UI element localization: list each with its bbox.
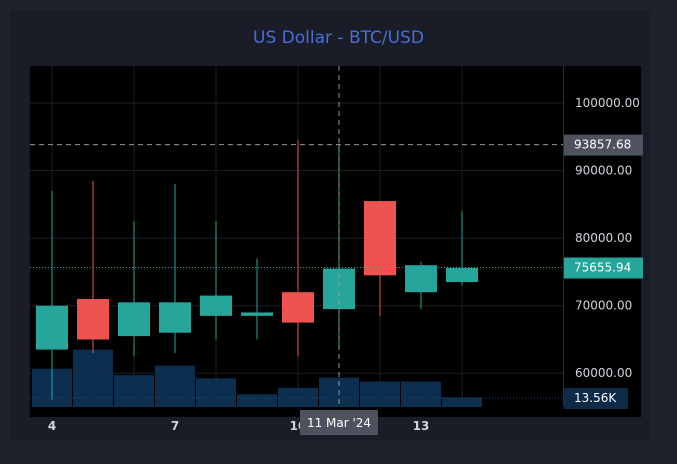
candle-body[interactable] [159,302,191,333]
last-price-label-box [564,257,643,279]
crosshair-price-label-box [564,134,643,156]
volume-bar [114,375,154,407]
volume-bar [278,387,318,407]
candle[interactable] [446,211,478,286]
volume-bar [360,381,400,407]
candle[interactable] [36,190,68,401]
crosshair-price-label: 93857.68 [574,138,631,152]
volume-bar [155,365,195,407]
y-tick-label: 90000.00 [575,164,632,178]
x-tick-label: 13 [413,419,430,433]
last-price-label: 75655.94 [574,261,631,275]
y-tick-label: 100000.00 [575,96,640,110]
y-tick-label: 60000.00 [575,366,632,380]
candle[interactable] [364,201,396,316]
candle-body[interactable] [364,201,396,276]
candle[interactable] [200,221,232,340]
candle-body[interactable] [446,267,478,283]
volume-label: 13.56K [574,391,617,405]
plot-area [30,66,641,417]
volume-label-box [564,388,628,409]
y-tick-label: 70000.00 [575,299,632,313]
volume-bar [401,381,441,407]
candle[interactable] [118,221,150,357]
candle[interactable] [405,261,437,310]
volume-bar [196,378,236,407]
crosshair-date-label: 11 Mar '24 [307,416,371,430]
candle-body[interactable] [77,298,109,340]
candle-body[interactable] [282,292,314,323]
candle[interactable] [77,180,109,353]
candle[interactable] [159,184,191,353]
crosshair-date-box [300,410,378,435]
candle-body[interactable] [36,305,68,350]
volume-bar [73,349,113,407]
x-tick-label: 7 [171,419,179,433]
candle-body[interactable] [405,265,437,293]
candle[interactable] [241,258,273,340]
x-tick-label: 4 [48,419,56,433]
candle-body[interactable] [241,312,273,316]
chart-title: US Dollar - BTC/USD [253,28,424,48]
candle[interactable] [282,140,314,357]
y-tick-label: 80000.00 [575,231,632,245]
candle-body[interactable] [200,295,232,316]
volume-bar [442,397,482,407]
volume-series [32,349,482,407]
volume-bar [237,394,277,407]
candle-body[interactable] [118,302,150,337]
